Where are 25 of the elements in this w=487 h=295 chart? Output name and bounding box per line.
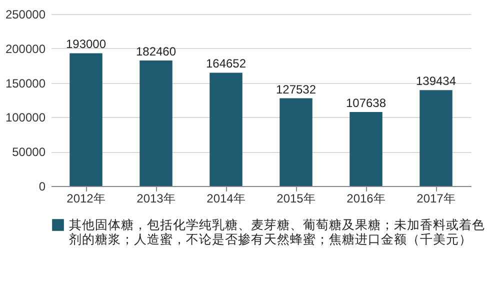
y-tick-label: 200000: [5, 42, 46, 56]
data-label: 193000: [66, 37, 106, 52]
data-label: 127532: [276, 82, 316, 96]
y-tick-label: 100000: [5, 110, 46, 125]
x-tick-label: 2016年: [346, 192, 386, 206]
x-tick-label: 2017年: [416, 192, 456, 206]
x-tick-label: 2014年: [206, 192, 246, 206]
bar: [420, 90, 452, 186]
x-tick-label: 2015年: [276, 192, 316, 206]
x-tick-label: 2012年: [66, 192, 106, 206]
x-tick-label: 2013年: [136, 192, 176, 206]
data-label: 182460: [136, 44, 176, 58]
bar: [70, 53, 102, 186]
y-tick-label: 0: [38, 180, 46, 194]
data-label: 164652: [206, 56, 246, 71]
data-label: 107638: [346, 96, 386, 110]
bar: [210, 72, 242, 186]
y-tick-label: 250000: [5, 8, 46, 22]
bar: [140, 60, 172, 186]
bar: [350, 112, 382, 186]
y-tick-label: 150000: [5, 76, 46, 90]
data-label: 139434: [416, 74, 456, 88]
y-tick-label: 50000: [12, 145, 46, 160]
bar: [280, 98, 312, 186]
legend-label: 其他固体糖，包括化学纯乳糖、麦芽糖、葡萄糖及果糖；未加香料或着色剂的糖浆；人造蜜，不论是否掺有天然蜂蜜；焦糖进口金额（千美元）: [69, 217, 485, 246]
